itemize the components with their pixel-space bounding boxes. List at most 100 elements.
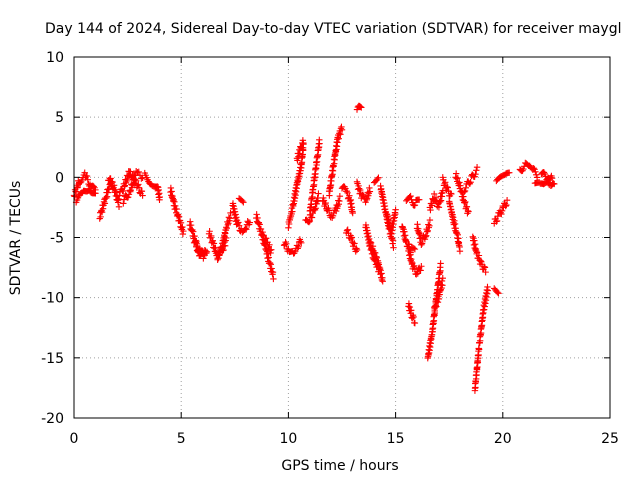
data-point — [367, 238, 374, 246]
data-point — [127, 168, 134, 175]
data-segment — [370, 174, 382, 186]
data-point — [98, 208, 106, 216]
data-point — [418, 240, 426, 247]
data-point — [389, 224, 397, 231]
data-point — [438, 284, 445, 292]
data-point — [84, 176, 91, 183]
data-point — [366, 188, 374, 195]
data-point — [358, 104, 365, 111]
data-point — [437, 267, 444, 275]
data-point — [349, 209, 356, 217]
data-segment — [190, 237, 208, 259]
data-point — [437, 260, 444, 267]
data-point — [436, 198, 444, 206]
data-point — [269, 269, 277, 276]
data-point — [120, 196, 128, 203]
data-point — [212, 244, 219, 252]
data-segment — [306, 136, 323, 219]
data-point — [218, 246, 226, 254]
y-tick-label: 5 — [55, 110, 64, 126]
data-point — [456, 179, 463, 186]
data-segment — [538, 169, 558, 189]
data-point — [439, 274, 446, 282]
data-point — [338, 126, 346, 133]
data-point — [389, 227, 396, 234]
x-axis-label: GPS time / hours — [281, 458, 398, 474]
data-point — [426, 222, 433, 230]
data-point — [329, 212, 337, 220]
data-point — [297, 238, 304, 245]
data-segment — [353, 178, 374, 206]
data-point — [481, 303, 488, 310]
data-point — [120, 200, 127, 207]
data-point — [422, 232, 430, 239]
data-point — [120, 187, 127, 195]
data-point — [408, 196, 415, 203]
data-point — [344, 226, 351, 233]
data-point — [366, 235, 373, 243]
data-segment — [413, 216, 434, 248]
data-point — [253, 211, 260, 218]
data-point — [173, 205, 180, 213]
data-point — [390, 244, 397, 251]
data-point — [439, 282, 446, 289]
data-point — [435, 295, 443, 303]
data-segment — [214, 209, 234, 263]
data-point — [214, 256, 221, 263]
data-point — [268, 246, 275, 253]
data-point — [200, 255, 207, 262]
data-point — [481, 264, 489, 271]
data-point — [240, 199, 247, 206]
data-point — [266, 241, 273, 249]
data-point — [231, 208, 239, 215]
data-point — [321, 201, 329, 208]
data-point — [364, 227, 371, 234]
data-point — [312, 205, 320, 212]
x-tick-label: 20 — [494, 431, 512, 447]
data-point — [385, 215, 392, 223]
data-point — [92, 190, 99, 197]
data-point — [480, 306, 488, 313]
data-point — [357, 103, 364, 111]
data-segment — [405, 300, 419, 327]
data-point — [208, 232, 215, 240]
data-point — [113, 189, 120, 196]
data-segment — [446, 198, 464, 255]
data-point — [116, 192, 123, 199]
data-point — [415, 196, 423, 203]
data-segment — [471, 283, 491, 394]
data-segment — [452, 170, 472, 217]
data-point — [532, 168, 539, 175]
data-segment — [259, 228, 275, 257]
data-point — [405, 300, 413, 307]
data-segment — [293, 137, 307, 164]
data-point — [478, 258, 485, 266]
data-point — [316, 140, 323, 147]
data-point — [322, 199, 329, 207]
data-point — [190, 228, 197, 235]
data-point — [471, 241, 479, 248]
data-point — [180, 227, 187, 235]
data-point — [124, 193, 132, 201]
data-point — [201, 251, 208, 259]
data-point — [256, 221, 263, 228]
data-point — [320, 194, 327, 202]
data-point — [292, 191, 299, 199]
data-point — [434, 298, 442, 306]
x-tick-label: 5 — [177, 431, 186, 447]
data-point — [430, 317, 438, 324]
data-point — [192, 237, 199, 244]
data-point — [364, 230, 372, 237]
data-point — [428, 202, 436, 209]
data-point — [283, 240, 290, 248]
data-point — [227, 209, 234, 217]
data-point — [410, 262, 418, 269]
data-point — [456, 247, 464, 255]
data-point — [97, 213, 104, 221]
data-point — [233, 214, 240, 221]
data-point — [294, 157, 301, 164]
data-point — [454, 174, 461, 182]
data-point — [259, 228, 266, 236]
data-point — [223, 225, 230, 232]
data-point — [216, 251, 223, 258]
